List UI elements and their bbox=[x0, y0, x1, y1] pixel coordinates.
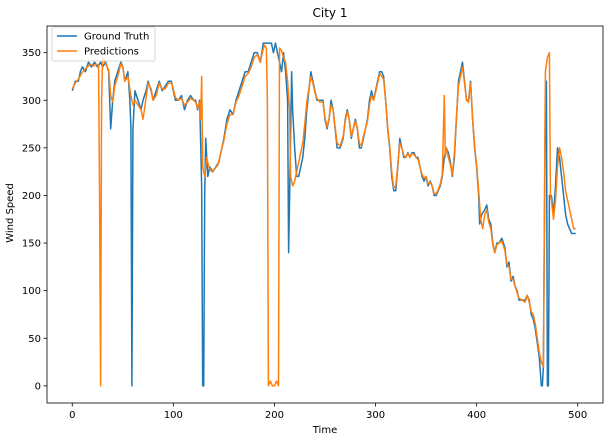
series-layer bbox=[71, 42, 576, 387]
x-tick-label: 400 bbox=[467, 410, 486, 421]
legend-label-ground-truth: Ground Truth bbox=[84, 32, 149, 43]
y-tick-label: 250 bbox=[22, 143, 41, 154]
y-tick-label: 150 bbox=[22, 239, 41, 250]
y-tick-label: 300 bbox=[22, 96, 41, 107]
y-tick-label: 100 bbox=[22, 286, 41, 297]
y-tick-label: 200 bbox=[22, 191, 41, 202]
plot-area bbox=[46, 25, 604, 404]
x-tick-label: 300 bbox=[366, 410, 385, 421]
x-tick-label: 100 bbox=[164, 410, 183, 421]
legend-label-predictions: Predictions bbox=[84, 47, 139, 58]
chart-title: City 1 bbox=[313, 6, 348, 20]
y-axis-label: Wind Speed bbox=[5, 183, 16, 243]
legend: Ground Truth Predictions bbox=[51, 26, 156, 62]
plot-frame bbox=[46, 25, 604, 404]
x-tick-label: 200 bbox=[265, 410, 284, 421]
y-tick-label: 0 bbox=[35, 381, 41, 392]
plot-background bbox=[47, 26, 603, 403]
y-tick-label: 350 bbox=[22, 48, 41, 59]
y-axis: 0 50 100 150 200 250 300 350 bbox=[22, 48, 47, 392]
x-axis-label: Time bbox=[312, 425, 337, 436]
x-tick-label: 500 bbox=[568, 410, 587, 421]
x-axis: 0 100 200 300 400 500 bbox=[69, 403, 587, 421]
series-line-predictions bbox=[71, 44, 576, 387]
y-tick-label: 50 bbox=[28, 334, 41, 345]
x-tick-label: 0 bbox=[69, 410, 75, 421]
legend-box bbox=[51, 26, 156, 62]
